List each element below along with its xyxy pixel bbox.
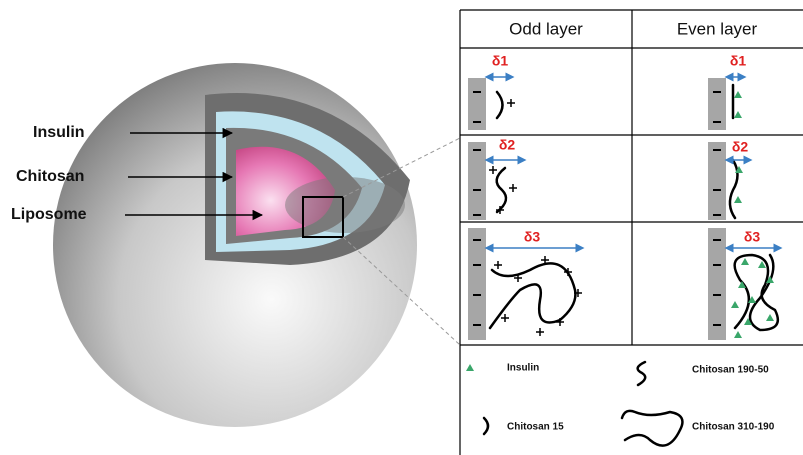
- legend-icon: [620, 409, 684, 447]
- insulin-mark: [766, 314, 774, 321]
- delta: δ3: [524, 229, 540, 245]
- arrows: [484, 72, 783, 253]
- insulin-mark: [738, 281, 746, 288]
- insulin-mark: [744, 318, 752, 325]
- insulin-mark: [734, 91, 742, 98]
- callouts: [125, 127, 461, 346]
- delta: δ1: [492, 53, 508, 69]
- header: Even layer: [677, 19, 758, 38]
- delta: δ2: [499, 137, 515, 153]
- charges: [473, 91, 721, 326]
- legend-icon: [482, 416, 490, 436]
- insulin-mark: [741, 258, 749, 265]
- legend-icon: [636, 360, 647, 387]
- table-grid: [459, 9, 803, 455]
- insulin-mark: [734, 196, 742, 203]
- legend-label: Insulin: [507, 363, 539, 374]
- insulin-marks: [466, 91, 774, 371]
- bars: [468, 78, 726, 340]
- delta: δ3: [744, 229, 760, 245]
- sphere: [53, 63, 417, 427]
- insulin-mark: [731, 301, 739, 308]
- label: Liposome: [11, 206, 87, 223]
- charges: [489, 99, 582, 336]
- delta: δ2: [732, 139, 748, 155]
- label: Chitosan: [16, 168, 84, 185]
- legend-label: Chitosan 190-50: [692, 365, 769, 376]
- label: Insulin: [33, 124, 85, 141]
- insulin-mark: [766, 276, 774, 283]
- delta: δ1: [730, 53, 746, 69]
- legend-label: Chitosan 15: [507, 422, 564, 433]
- insulin-mark: [734, 331, 742, 338]
- legend-label: Chitosan 310-190: [692, 422, 775, 433]
- insulin-mark: [466, 364, 474, 371]
- chains: [488, 83, 780, 332]
- insulin-mark: [735, 166, 743, 173]
- insulin-mark: [748, 296, 756, 303]
- insulin-mark: [758, 261, 766, 268]
- insulin-mark: [734, 111, 742, 118]
- header: Odd layer: [509, 19, 583, 38]
